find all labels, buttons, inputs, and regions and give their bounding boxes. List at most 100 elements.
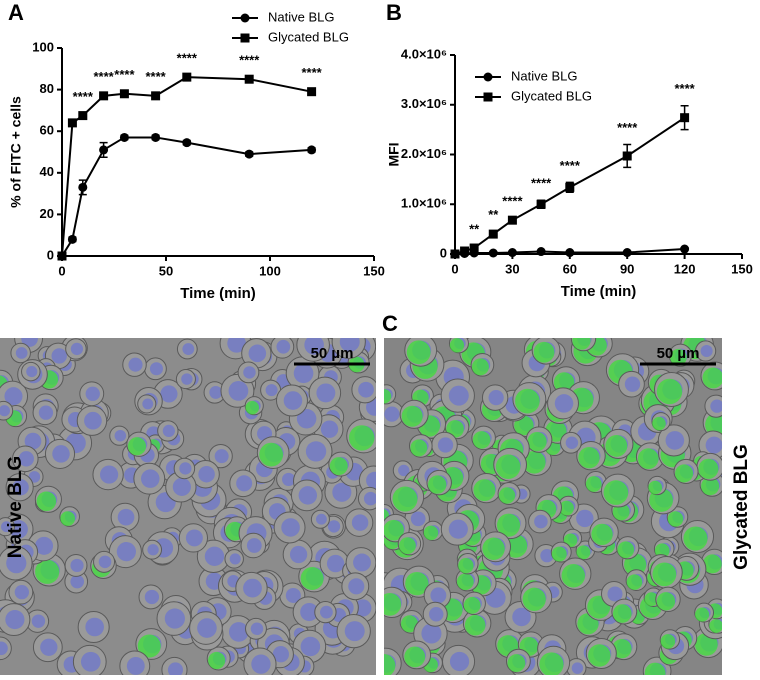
marker [245,75,254,84]
nucleus [706,437,723,454]
nucleus [115,430,127,442]
nucleus [411,511,426,526]
nucleus [141,469,159,487]
y-tick-label: 0 [440,245,447,260]
nucleus [205,547,224,566]
nucleus [16,347,28,359]
nucleus [429,607,443,621]
marker [182,73,191,82]
marker [508,216,517,225]
nucleus [316,514,327,525]
marker [58,252,67,261]
significance: **** [145,69,166,84]
y-tick-label: 20 [40,206,54,221]
nucleus [306,441,326,461]
nucleus [70,575,84,589]
marker [241,14,250,23]
nucleus [150,362,163,375]
fitc [617,541,634,558]
fitc [458,558,473,573]
nucleus [160,385,177,402]
significance: **** [531,176,552,191]
fitc [402,406,423,427]
nucleus [117,542,136,561]
nucleus [182,343,194,355]
marker [451,250,460,259]
fitc [709,619,723,633]
nucleus [625,376,640,391]
nucleus [353,554,371,572]
significance: **** [560,158,581,173]
marker [307,87,316,96]
fitc [675,464,693,482]
nucleus [128,358,142,372]
fitc [473,431,491,449]
marker [623,248,632,257]
fitc [605,435,627,457]
nucleus [84,412,102,430]
nucleus [249,345,267,363]
legend-label: Native BLG [511,68,577,83]
fitc [37,491,57,511]
significance: **** [114,67,135,82]
nucleus [576,510,593,527]
nucleus [327,555,344,572]
y-tick-label: 100 [32,39,54,54]
fitc [245,401,259,415]
fitc [515,389,540,414]
legend-label: Glycated BLG [511,88,592,103]
nucleus [209,386,222,399]
legend-label: Glycated BLG [268,29,349,44]
fitc [588,644,611,667]
nucleus [572,662,583,673]
significance: **** [301,65,322,80]
marker [68,118,77,127]
nucleus [39,406,53,420]
nucleus [40,639,57,656]
marker [537,200,546,209]
marker [537,247,546,256]
nucleus [328,520,340,532]
x-tick-label: 0 [451,261,458,276]
nucleus [284,391,303,410]
significance: **** [73,89,94,104]
nucleus [566,437,578,449]
fitc [578,447,599,468]
nucleus [236,475,252,491]
marker [151,91,160,100]
significance: **** [93,69,114,84]
fitc [648,481,662,495]
nucleus [321,420,338,437]
nucleus [701,345,713,357]
marker [307,145,316,154]
marker [460,247,469,256]
marker [680,245,689,254]
nucleus [181,373,192,384]
fitc [523,588,546,611]
fitc [349,425,374,450]
significance: **** [239,53,260,68]
nucleus [348,578,364,594]
fitc [465,615,486,636]
fitc [507,654,525,672]
panel-letter: B [386,0,402,25]
nucleus [489,390,504,405]
scale-bar-label: 50 µm [657,345,700,362]
fitc [259,443,283,467]
y-tick-label: 3.0×10⁶ [401,96,447,111]
fitc [683,526,707,550]
nucleus [198,466,214,482]
fitc [627,574,643,590]
nucleus [52,348,67,363]
fitc [527,432,546,451]
nucleus [352,514,368,530]
nucleus [421,624,441,644]
nucleus [85,618,104,637]
marker [470,244,479,253]
nucleus [197,618,217,638]
y-tick-label: 1.0×10⁶ [401,196,447,211]
marker [489,249,498,258]
nucleus [165,608,185,628]
legend-label: Native BLG [268,9,334,24]
